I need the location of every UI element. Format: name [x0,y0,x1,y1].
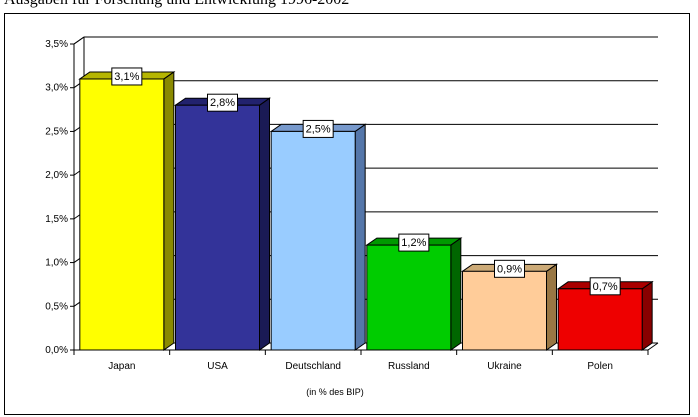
y-tick-label: 3,0% [45,83,68,94]
data-label-box [207,93,238,112]
y-tick-label: 1,5% [45,214,68,225]
bar-polen [556,280,654,351]
data-label: 3,1% [114,71,139,83]
y-tick-label: 2,5% [45,126,68,137]
bar-front [175,104,260,351]
data-label-box [398,233,430,252]
bar-side [450,237,462,351]
bar-russland [365,237,463,351]
bar-japan [78,71,176,351]
bar-side [354,123,366,351]
category-label: Deutschland [285,361,341,372]
data-label: 1,2% [401,237,426,249]
bar-front [366,244,452,351]
chart-title: Ausgaben für Forschung und Entwicklung 1… [4,0,349,9]
y-tick-label: 0,5% [45,301,68,312]
y-tick-label: 3,5% [45,39,68,50]
data-label-box [111,67,143,86]
category-label: Polen [587,361,613,372]
data-label: 2,5% [306,123,331,135]
bar-front [270,130,356,351]
bar-usa [173,97,272,351]
category-label: USA [207,361,228,372]
data-label: 0,9% [497,263,522,275]
x-axis-label: (in % des BIP) [306,387,364,397]
category-label: Russland [388,361,430,372]
bar-side [546,263,557,351]
bar-side [641,280,653,351]
bar-side [163,71,175,351]
y-axis-top [73,36,85,45]
y-tick-label: 1,0% [45,258,68,269]
labels: 3,1% Japan 2,8% USA 2,5% Deutschland 1,2% Russl… [108,67,621,397]
bar-front [462,270,547,351]
x-axis-end [647,342,659,351]
category-label: Japan [108,361,135,372]
y-tick-label: 0,0% [45,345,68,356]
bars [78,71,654,351]
y-tick-label: 2,0% [45,170,68,181]
bar-front [557,288,643,351]
bar-front [79,78,165,351]
data-label: 2,8% [210,97,235,109]
bar-side [259,97,270,351]
category-label: Ukraine [487,361,522,372]
bar-deutschland [269,123,367,351]
data-label-box [302,119,334,138]
bar-ukraine [460,263,559,351]
data-label-box [494,259,525,278]
data-label-box [589,277,621,296]
data-label: 0,7% [593,281,618,293]
